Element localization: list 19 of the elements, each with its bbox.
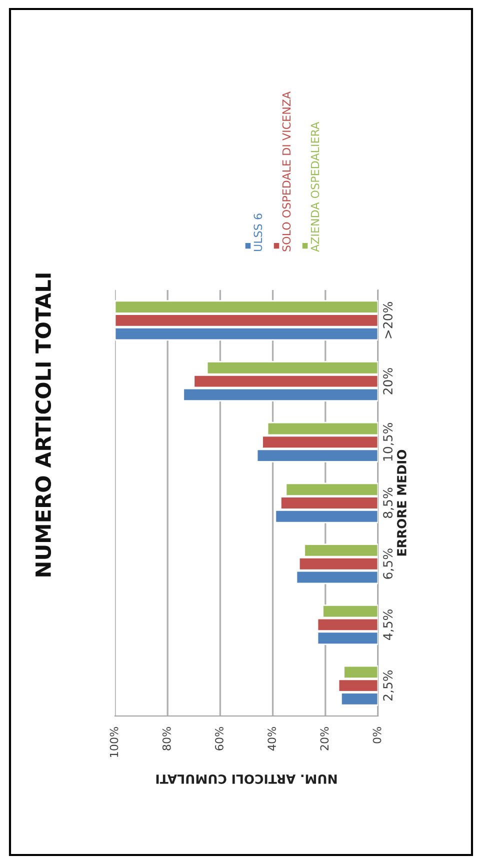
x-tick-label: 100% — [110, 727, 118, 757]
text: NUMERO ARTICOLI TOTALI — [35, 274, 52, 576]
y-tick-label: 10,5% — [383, 422, 394, 461]
x-tick-label: 40% — [268, 727, 276, 751]
text: ULSS 6 — [254, 214, 262, 252]
y-axis-title: ERRORE MEDIO — [396, 450, 406, 556]
y-tick-label: 8,5% — [383, 488, 394, 518]
y-tick-label: 20% — [383, 368, 393, 394]
x-tick-label: 0% — [372, 727, 382, 744]
x-tick-label: 20% — [320, 727, 329, 750]
x-tick-label: 80% — [162, 727, 171, 750]
y-tick-label: >20% — [383, 302, 393, 338]
text: AZIENDA OSPEDALIERA — [310, 122, 320, 252]
y-tick-label: 2,5% — [383, 670, 394, 701]
y-tick-label: 6,5% — [383, 548, 394, 579]
text: SOLO OSPEDALE DI VICENZA — [282, 91, 291, 252]
x-axis-title: NUM. ARTICOLI CUMULATI — [156, 774, 337, 784]
x-tick-label: 60% — [215, 727, 224, 750]
y-tick-label: 4,5% — [383, 610, 394, 640]
